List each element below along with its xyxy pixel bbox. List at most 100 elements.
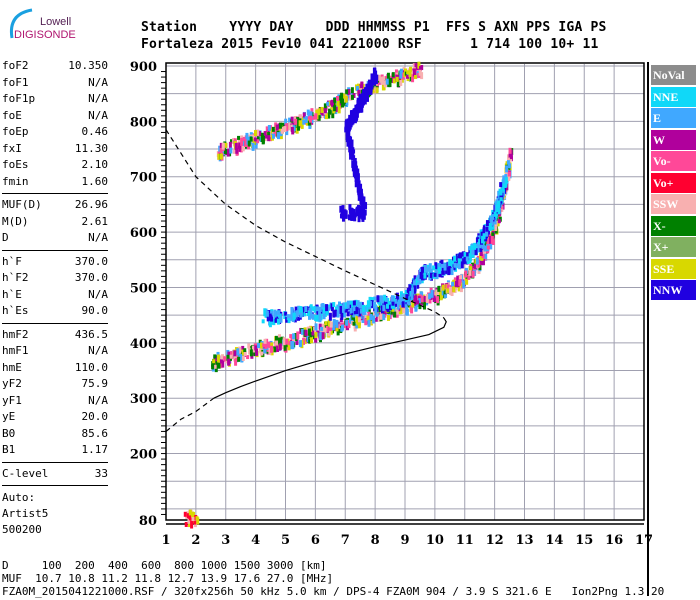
echo-point (309, 333, 313, 339)
echo-point (235, 147, 239, 154)
echo-point (486, 234, 490, 240)
echo-point (325, 304, 329, 312)
echo-point (474, 248, 478, 256)
echo-point (256, 343, 260, 349)
echo-point (465, 256, 469, 262)
echo-point (379, 295, 383, 302)
y-tick-label: 800 (130, 115, 157, 130)
param-row: D N/A (2, 230, 108, 247)
echo-point (355, 104, 359, 109)
echo-point (340, 327, 344, 332)
echo-point (351, 300, 355, 308)
echo-point (489, 216, 493, 223)
echo-point (386, 297, 390, 303)
echo-point (326, 101, 330, 106)
legend-item-w: W (651, 129, 696, 150)
echo-point (352, 170, 356, 177)
echo-point (284, 311, 288, 316)
echo-point (376, 295, 380, 303)
echo-point (350, 94, 354, 100)
echo-point (456, 263, 460, 269)
echo-point (302, 112, 306, 118)
profile-dashed-upper (165, 129, 445, 319)
echo-point (234, 358, 238, 366)
echo-point (238, 142, 242, 150)
echo-point (277, 337, 281, 345)
echo-point (387, 300, 391, 305)
echo-point (503, 182, 507, 188)
echo-point (456, 283, 460, 288)
echo-point (405, 294, 409, 301)
echo-point (350, 208, 354, 217)
echo-point (356, 319, 360, 326)
echo-point (352, 149, 356, 154)
echo-point (432, 297, 436, 303)
param-row: yF1 N/A (2, 393, 108, 410)
echo-point (248, 348, 252, 355)
echo-point (188, 515, 192, 521)
param-value: N/A (88, 231, 108, 244)
echo-point (349, 94, 353, 101)
echo-point (270, 345, 274, 353)
echo-point (280, 336, 284, 344)
y-tick-label: 700 (130, 171, 157, 186)
echo-point (460, 261, 464, 269)
echo-point (263, 348, 267, 354)
param-value: 75.9 (81, 377, 109, 390)
echo-point (480, 255, 484, 261)
echo-point (468, 253, 472, 259)
echo-point (190, 520, 194, 529)
echo-point (486, 245, 490, 250)
echo-point (291, 341, 295, 350)
echo-point (481, 254, 485, 259)
echo-point (450, 260, 454, 268)
echo-point (357, 194, 361, 201)
echo-point (353, 213, 357, 222)
echo-point (373, 76, 377, 82)
echo-point (264, 342, 268, 349)
echo-point (275, 124, 279, 131)
param-row: hmE 110.0 (2, 360, 108, 377)
echo-point (368, 296, 372, 302)
echo-point (419, 66, 423, 72)
echo-point (321, 332, 325, 340)
echo-point (369, 314, 373, 321)
echo-point (456, 275, 460, 284)
echo-point (430, 289, 434, 298)
echo-point (266, 316, 270, 322)
echo-point (318, 307, 322, 313)
x-tick-label: 9 (400, 533, 409, 548)
echo-point (467, 274, 471, 280)
echo-point (258, 344, 262, 353)
echo-point (345, 89, 349, 95)
echo-point (386, 72, 390, 80)
echo-point (509, 154, 513, 160)
logo-lowell: Lowell (40, 16, 72, 28)
param-row: foEs 2.10 (2, 157, 108, 174)
echo-point (237, 356, 241, 362)
echo-point (437, 285, 441, 292)
echo-point (371, 312, 375, 317)
echo-point (458, 264, 462, 270)
echo-point (398, 296, 402, 302)
legend-item-ssw: SSW (651, 194, 696, 214)
echo-point (410, 70, 414, 77)
echo-point (408, 284, 412, 289)
echo-point (339, 213, 343, 219)
echo-point (346, 320, 350, 325)
param-name: fmin (2, 174, 29, 188)
echo-point (352, 300, 356, 306)
echo-point (276, 311, 280, 316)
echo-point (406, 70, 410, 75)
echo-point (420, 266, 424, 274)
param-name: foF2 (2, 59, 29, 72)
param-name: yF1 (2, 393, 22, 407)
echo-point (183, 511, 187, 517)
legend-item-x-: X- (651, 215, 696, 236)
echo-point (377, 74, 381, 81)
echo-point (480, 231, 484, 239)
echo-point (347, 140, 351, 147)
echo-point (382, 314, 386, 321)
echo-point (350, 87, 354, 94)
echo-point (427, 266, 431, 272)
